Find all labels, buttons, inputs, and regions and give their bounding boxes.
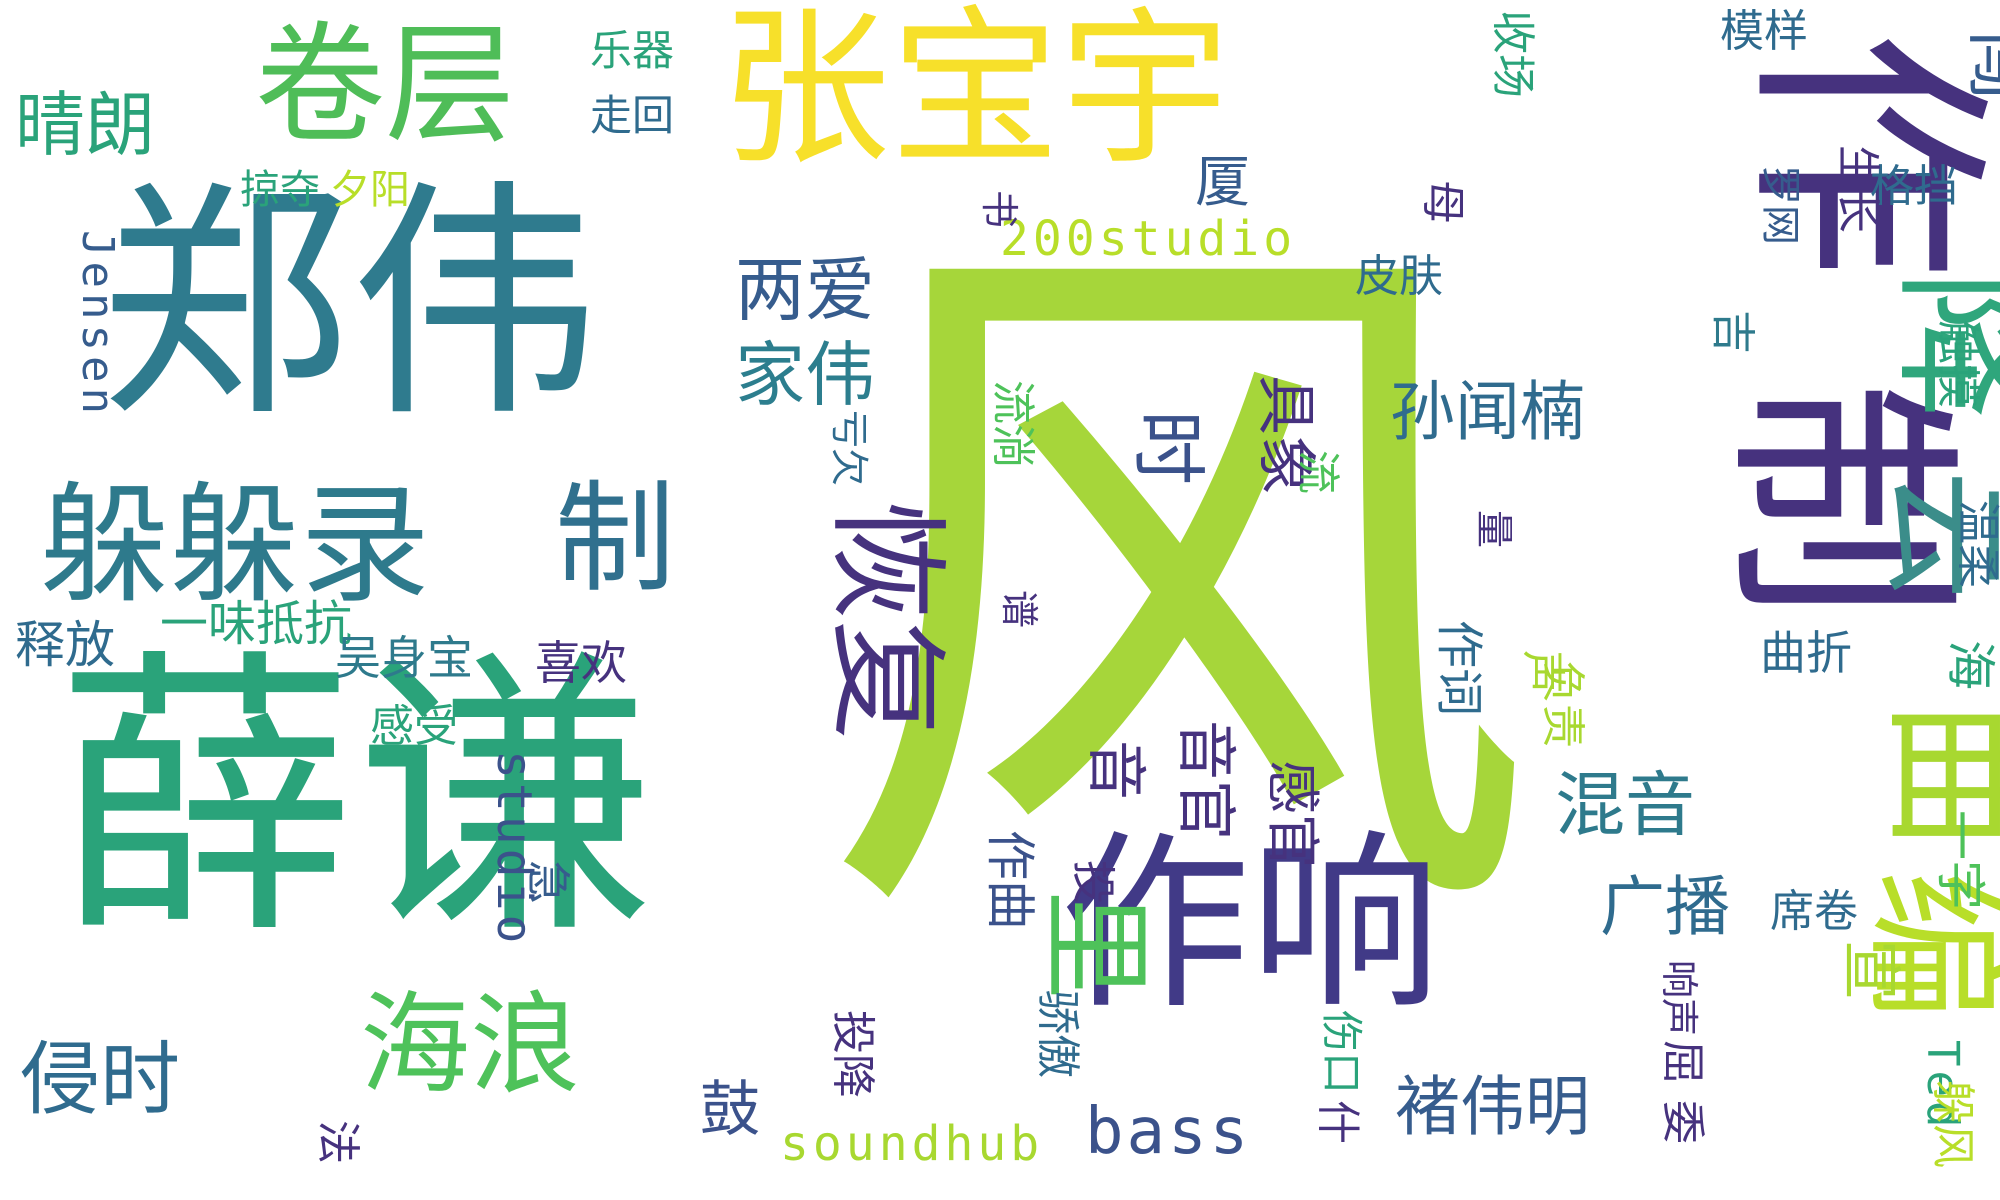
word-qu-small: 屈 — [1657, 1040, 1708, 1084]
word-zuoxiang: 作响 — [1060, 814, 1441, 1035]
word-hunyin: 混音 — [1555, 764, 1695, 846]
word-xuan: 宣 — [1835, 940, 1905, 1000]
word-hailang: 海浪 — [360, 981, 580, 1109]
word-xiyang: 夕阳 — [330, 167, 410, 213]
word-wushenbao: 吴身宝 — [335, 631, 473, 685]
word-chumo: 触摸 — [1932, 320, 1983, 408]
word-luowang: 罗网 — [1757, 165, 1803, 245]
word-touxiang: 投降 — [827, 1010, 878, 1098]
word-huifu: 恢复 — [816, 500, 955, 740]
word-ganshou: 感受 — [370, 701, 458, 752]
word-guangbo: 广播 — [1600, 870, 1731, 945]
word-hai: 海 — [1941, 640, 1999, 690]
word-chuang: 闯 — [1959, 30, 2000, 100]
word-shengzhang: 生长 — [1832, 145, 1883, 233]
word-soundhub: soundhub — [780, 1116, 1044, 1172]
word-qinshi: 侵时 — [20, 1033, 180, 1126]
word-zouhui: 走回 — [590, 91, 675, 140]
word-liu: 流 — [1292, 450, 1343, 494]
word-liangai: 两爱 — [735, 249, 875, 331]
word-shangkou: 伤口 — [1317, 1010, 1366, 1095]
word-zhangbaoyu: 张宝宇 — [720, 0, 1231, 189]
word-zhengwei: 郑伟 — [100, 159, 600, 450]
word-qinglang: 晴朗 — [15, 84, 155, 166]
word-yizi: 一字 — [1931, 810, 1989, 910]
word-liutang: 流淌 — [987, 380, 1038, 468]
word-ji-small: 急 — [522, 860, 573, 904]
word-zuoci: 作词 — [1431, 620, 1487, 717]
word-shouchang: 收场 — [1487, 10, 1538, 98]
word-shi: 时 — [1124, 410, 1212, 486]
word-pu: 谱 — [997, 590, 1041, 629]
word-xia: 厦 — [1195, 150, 1251, 214]
word-liang: 量 — [1472, 510, 1516, 549]
word-ji: 吉 — [1707, 310, 1758, 354]
word-li: 里 — [1031, 890, 1159, 1000]
word-zuoqu: 作曲 — [981, 830, 1039, 930]
word-shu: 书 — [977, 190, 1021, 229]
word-xijuan: 席卷 — [1770, 886, 1858, 937]
word-yin: 音 — [1080, 740, 1150, 800]
word-juanceng: 卷层 — [255, 9, 516, 161]
word-duoduolu: 躲躲录 — [40, 469, 431, 621]
word-200studio: 200studio — [1000, 211, 1297, 267]
word-feng: 风 — [815, 171, 1535, 1009]
word-zhi-mid: 制 — [555, 470, 675, 609]
word-jensen: Jensen — [72, 230, 123, 419]
word-gu: 鼓 — [700, 1075, 760, 1145]
word-xihuan: 喜欢 — [535, 636, 627, 690]
word-duofeng: 躲风 — [1927, 1080, 1978, 1168]
word-mu: 母 — [1417, 180, 1468, 224]
word-sheng: 声 — [1517, 650, 1568, 694]
word-shen: 什 — [1312, 1100, 1363, 1144]
word-xueqian: 薛谦 — [55, 625, 655, 974]
word-wei: 委 — [1657, 1100, 1708, 1144]
word-xiangsheng: 响声 — [1657, 960, 1701, 1037]
word-yiweidikang: 一味抵抗 — [160, 596, 353, 652]
word-muyang: 模样 — [1720, 6, 1808, 57]
word-shifang: 释放 — [15, 616, 115, 674]
word-yinguan: 音官 — [1170, 720, 1240, 840]
word-pifu: 皮肤 — [1355, 251, 1443, 302]
word-kuiqian: 亏欠 — [827, 410, 871, 487]
word-jiaoao: 骄傲 — [1032, 990, 1083, 1078]
word-gelou: 格挡 — [1870, 161, 1958, 212]
word-tou: 投 — [1067, 860, 1118, 904]
word-wenrou: 温柔 — [1952, 500, 2000, 588]
word-studio: studio — [486, 750, 542, 948]
word-sunwennan: 孙闻楠 — [1390, 375, 1586, 450]
word-bass: bass — [1085, 1095, 1252, 1169]
word-fa: 法 — [312, 1120, 363, 1164]
word-yueqi: 乐器 — [590, 26, 675, 75]
word-ganguan: 感官 — [1261, 760, 1324, 868]
word-jiawei: 家伟 — [735, 334, 875, 416]
word-chuweiming: 褚伟明 — [1395, 1070, 1591, 1145]
word-lveduo: 掠夺 — [240, 167, 320, 213]
word-quzhe: 曲折 — [1760, 626, 1852, 680]
